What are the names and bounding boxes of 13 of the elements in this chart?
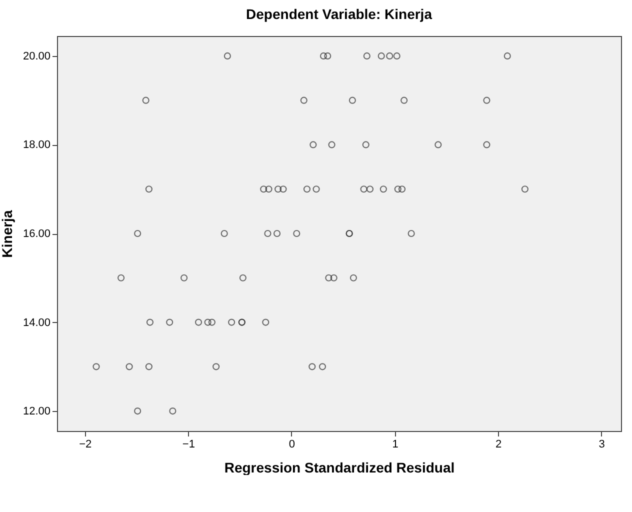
y-axis-title: Kinerja — [0, 210, 15, 258]
y-tick-label: 14.00 — [22, 316, 50, 329]
y-tick-label: 16.00 — [22, 228, 50, 240]
y-tick-label: 12.00 — [22, 406, 50, 418]
x-tick-label: 3 — [598, 438, 605, 450]
x-tick-label: −2 — [79, 438, 92, 450]
chart-title: Dependent Variable: Kinerja — [246, 6, 432, 22]
x-tick-label: −1 — [182, 438, 195, 450]
x-tick-label: 2 — [496, 438, 502, 450]
x-tick-label: 1 — [392, 438, 398, 450]
x-tick-label: 0 — [288, 438, 296, 450]
y-tick-label: 18.00 — [22, 139, 50, 152]
y-tick-label: 20.00 — [22, 50, 50, 62]
